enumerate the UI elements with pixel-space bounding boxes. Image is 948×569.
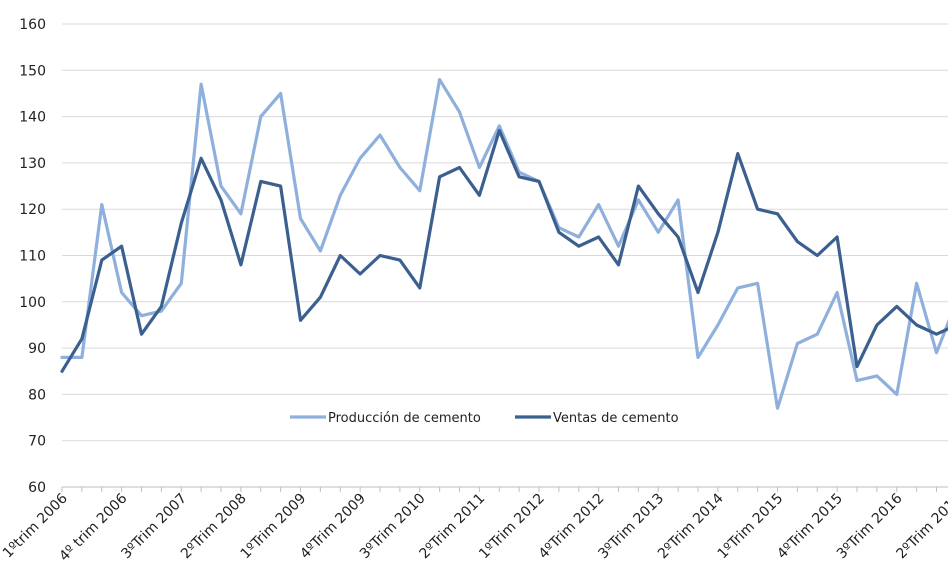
y-tick-label: 90: [28, 341, 46, 357]
y-tick-label: 130: [19, 156, 46, 172]
y-tick-label: 60: [28, 480, 46, 496]
y-tick-label: 80: [28, 387, 46, 403]
y-tick-label: 160: [19, 17, 46, 33]
y-tick-label: 70: [28, 434, 46, 450]
legend-label: Producción de cemento: [328, 411, 481, 426]
y-axis: 60 70 80 90 100 110 120 130 140 150 160: [19, 17, 46, 496]
series-line-ventas: [60, 128, 948, 373]
y-tick-label: 140: [19, 110, 46, 126]
x-ticks: [61, 487, 937, 492]
legend: Producción de cemento Ventas de cemento: [290, 411, 679, 426]
gridlines: [62, 23, 948, 442]
y-tick-label: 120: [19, 202, 46, 218]
y-tick-label: 100: [19, 295, 46, 311]
y-tick-label: 110: [19, 249, 46, 265]
legend-label: Ventas de cemento: [553, 411, 679, 426]
y-tick-label: 150: [19, 63, 46, 79]
series-line-produccion: [60, 77, 948, 410]
